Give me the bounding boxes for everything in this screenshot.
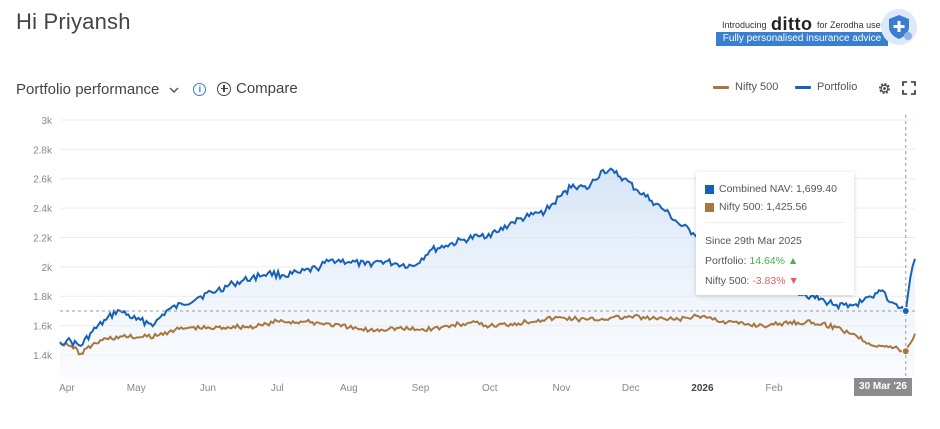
y-tick-label: 1.4k [33, 351, 53, 362]
legend-label-portfolio: Portfolio [817, 81, 858, 93]
legend-swatch-nifty [713, 85, 729, 89]
y-tick-label: 2.2k [33, 233, 53, 244]
tooltip-swatch-portfolio [705, 184, 714, 194]
nifty-marker [901, 347, 910, 356]
x-tick-label: Dec [622, 383, 640, 394]
tooltip-divider [705, 222, 845, 223]
triangle-down-icon: ▼ [788, 275, 799, 287]
tooltip-nifty: Nifty 500: 1,425.56 [719, 201, 808, 213]
compare-button[interactable]: Compare [217, 80, 298, 97]
promo-brand-logo: ditto [771, 14, 813, 34]
shield-plus-icon [881, 9, 917, 45]
info-icon[interactable]: i [193, 83, 207, 96]
tooltip-nav-row: Combined NAV: 1,699.40 [705, 180, 845, 198]
tooltip-nifty-prefix: Nifty 500: [705, 275, 750, 287]
expand-icon[interactable] [902, 81, 916, 95]
tooltip-portfolio-value: 14.64% [749, 255, 785, 267]
x-tick-label: Nov [553, 383, 571, 394]
greeting: Hi Priyansh [16, 9, 131, 34]
chart-tooltip: Combined NAV: 1,699.40 Nifty 500: 1,425.… [696, 172, 854, 295]
x-tick-label: Feb [765, 383, 783, 394]
promo-tagline: Fully personalised insurance advice [716, 32, 888, 46]
x-axis: Apr May Jun Jul Aug Sep Oct Nov Dec 2026 Feb [59, 383, 783, 394]
portfolio-performance-dropdown[interactable]: Portfolio performance i [16, 81, 207, 98]
promo-suffix: for Zerodha users [817, 20, 889, 30]
x-tick-label: Apr [59, 383, 75, 394]
y-tick-label: 2.8k [33, 145, 53, 156]
y-tick-label: 2.6k [33, 175, 53, 186]
tooltip-nifty-value: -3.83% [752, 275, 786, 287]
y-axis: 1.4k 1.6k 1.8k 2k 2.2k 2.4k 2.6k 2.8k 3k [33, 116, 53, 362]
portfolio-marker [901, 307, 910, 316]
series-line-nifty-500 [59, 313, 916, 356]
tooltip-nifty-row: Nifty 500: 1,425.56 [705, 198, 845, 216]
y-tick-label: 3k [41, 116, 53, 127]
y-tick-label: 2k [41, 263, 53, 274]
tooltip-nifty-change: Nifty 500: -3.83% ▼ [705, 271, 845, 291]
insurance-promo-banner[interactable]: Introducing ditto for Zerodha users Full… [716, 8, 920, 46]
x-tick-label: Sep [412, 383, 430, 394]
triangle-up-icon: ▲ [787, 255, 799, 267]
x-tick-label: Aug [340, 383, 358, 394]
plus-circle-icon [217, 81, 231, 96]
section-title: Portfolio performance [16, 81, 160, 98]
y-tick-label: 1.6k [33, 322, 53, 333]
x-tick-label: May [127, 383, 146, 394]
promo-prefix: Introducing [722, 20, 767, 30]
y-tick-label: 1.8k [33, 292, 53, 303]
y-tick-label: 2.4k [33, 204, 53, 215]
performance-chart[interactable]: 1.4k 1.6k 1.8k 2k 2.2k 2.4k 2.6k 2.8k 3k Apr May J… [0, 105, 940, 405]
tooltip-portfolio-prefix: Portfolio: [705, 255, 747, 267]
legend-swatch-portfolio [795, 85, 811, 89]
crosshair-date-badge: 30 Mar '26 [854, 378, 912, 396]
x-tick-label: Jun [200, 383, 216, 394]
x-tick-label: Jul [271, 383, 284, 394]
x-tick-label: 2026 [691, 383, 714, 394]
legend-item-portfolio[interactable]: Portfolio [795, 81, 857, 93]
gear-icon[interactable] [877, 81, 892, 96]
portfolio-area [60, 168, 915, 377]
tooltip-since: Since 29th Mar 2025 [705, 235, 802, 247]
tooltip-swatch-nifty [705, 202, 714, 212]
legend-label-nifty: Nifty 500 [735, 81, 779, 93]
tooltip-nav: Combined NAV: 1,699.40 [719, 183, 837, 195]
x-tick-label: Oct [482, 383, 498, 394]
tooltip-portfolio-change: Portfolio: 14.64% ▲ [705, 251, 845, 271]
legend-item-nifty[interactable]: Nifty 500 [713, 81, 778, 93]
chevron-down-icon[interactable] [167, 83, 181, 97]
promo-headline: Introducing ditto for Zerodha users [722, 12, 889, 34]
compare-label: Compare [236, 80, 298, 97]
